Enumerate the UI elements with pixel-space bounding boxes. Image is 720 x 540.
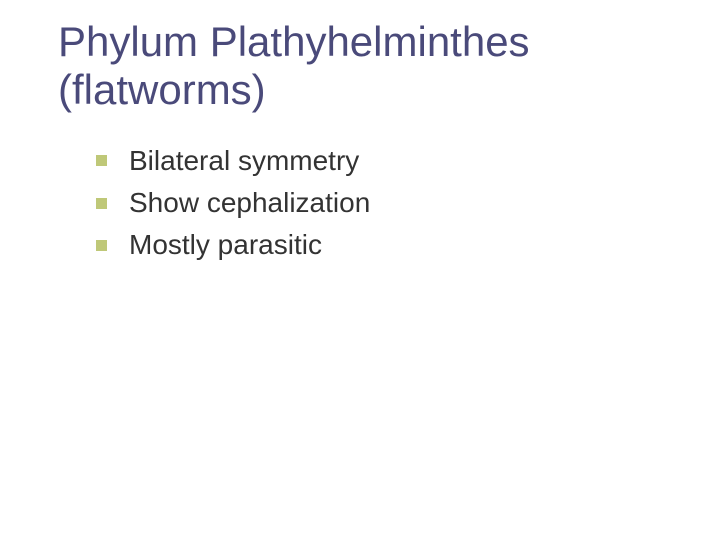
list-item: Mostly parasitic bbox=[96, 227, 680, 263]
square-bullet-icon bbox=[96, 198, 107, 209]
slide-title: Phylum Plathyhelminthes (flatworms) bbox=[58, 18, 680, 115]
square-bullet-icon bbox=[96, 240, 107, 251]
square-bullet-icon bbox=[96, 155, 107, 166]
bullet-text: Bilateral symmetry bbox=[129, 143, 359, 179]
bullet-list: Bilateral symmetry Show cephalization Mo… bbox=[58, 143, 680, 264]
slide-container: Phylum Plathyhelminthes (flatworms) Bila… bbox=[0, 0, 720, 540]
bullet-text: Show cephalization bbox=[129, 185, 370, 221]
list-item: Show cephalization bbox=[96, 185, 680, 221]
bullet-text: Mostly parasitic bbox=[129, 227, 322, 263]
list-item: Bilateral symmetry bbox=[96, 143, 680, 179]
